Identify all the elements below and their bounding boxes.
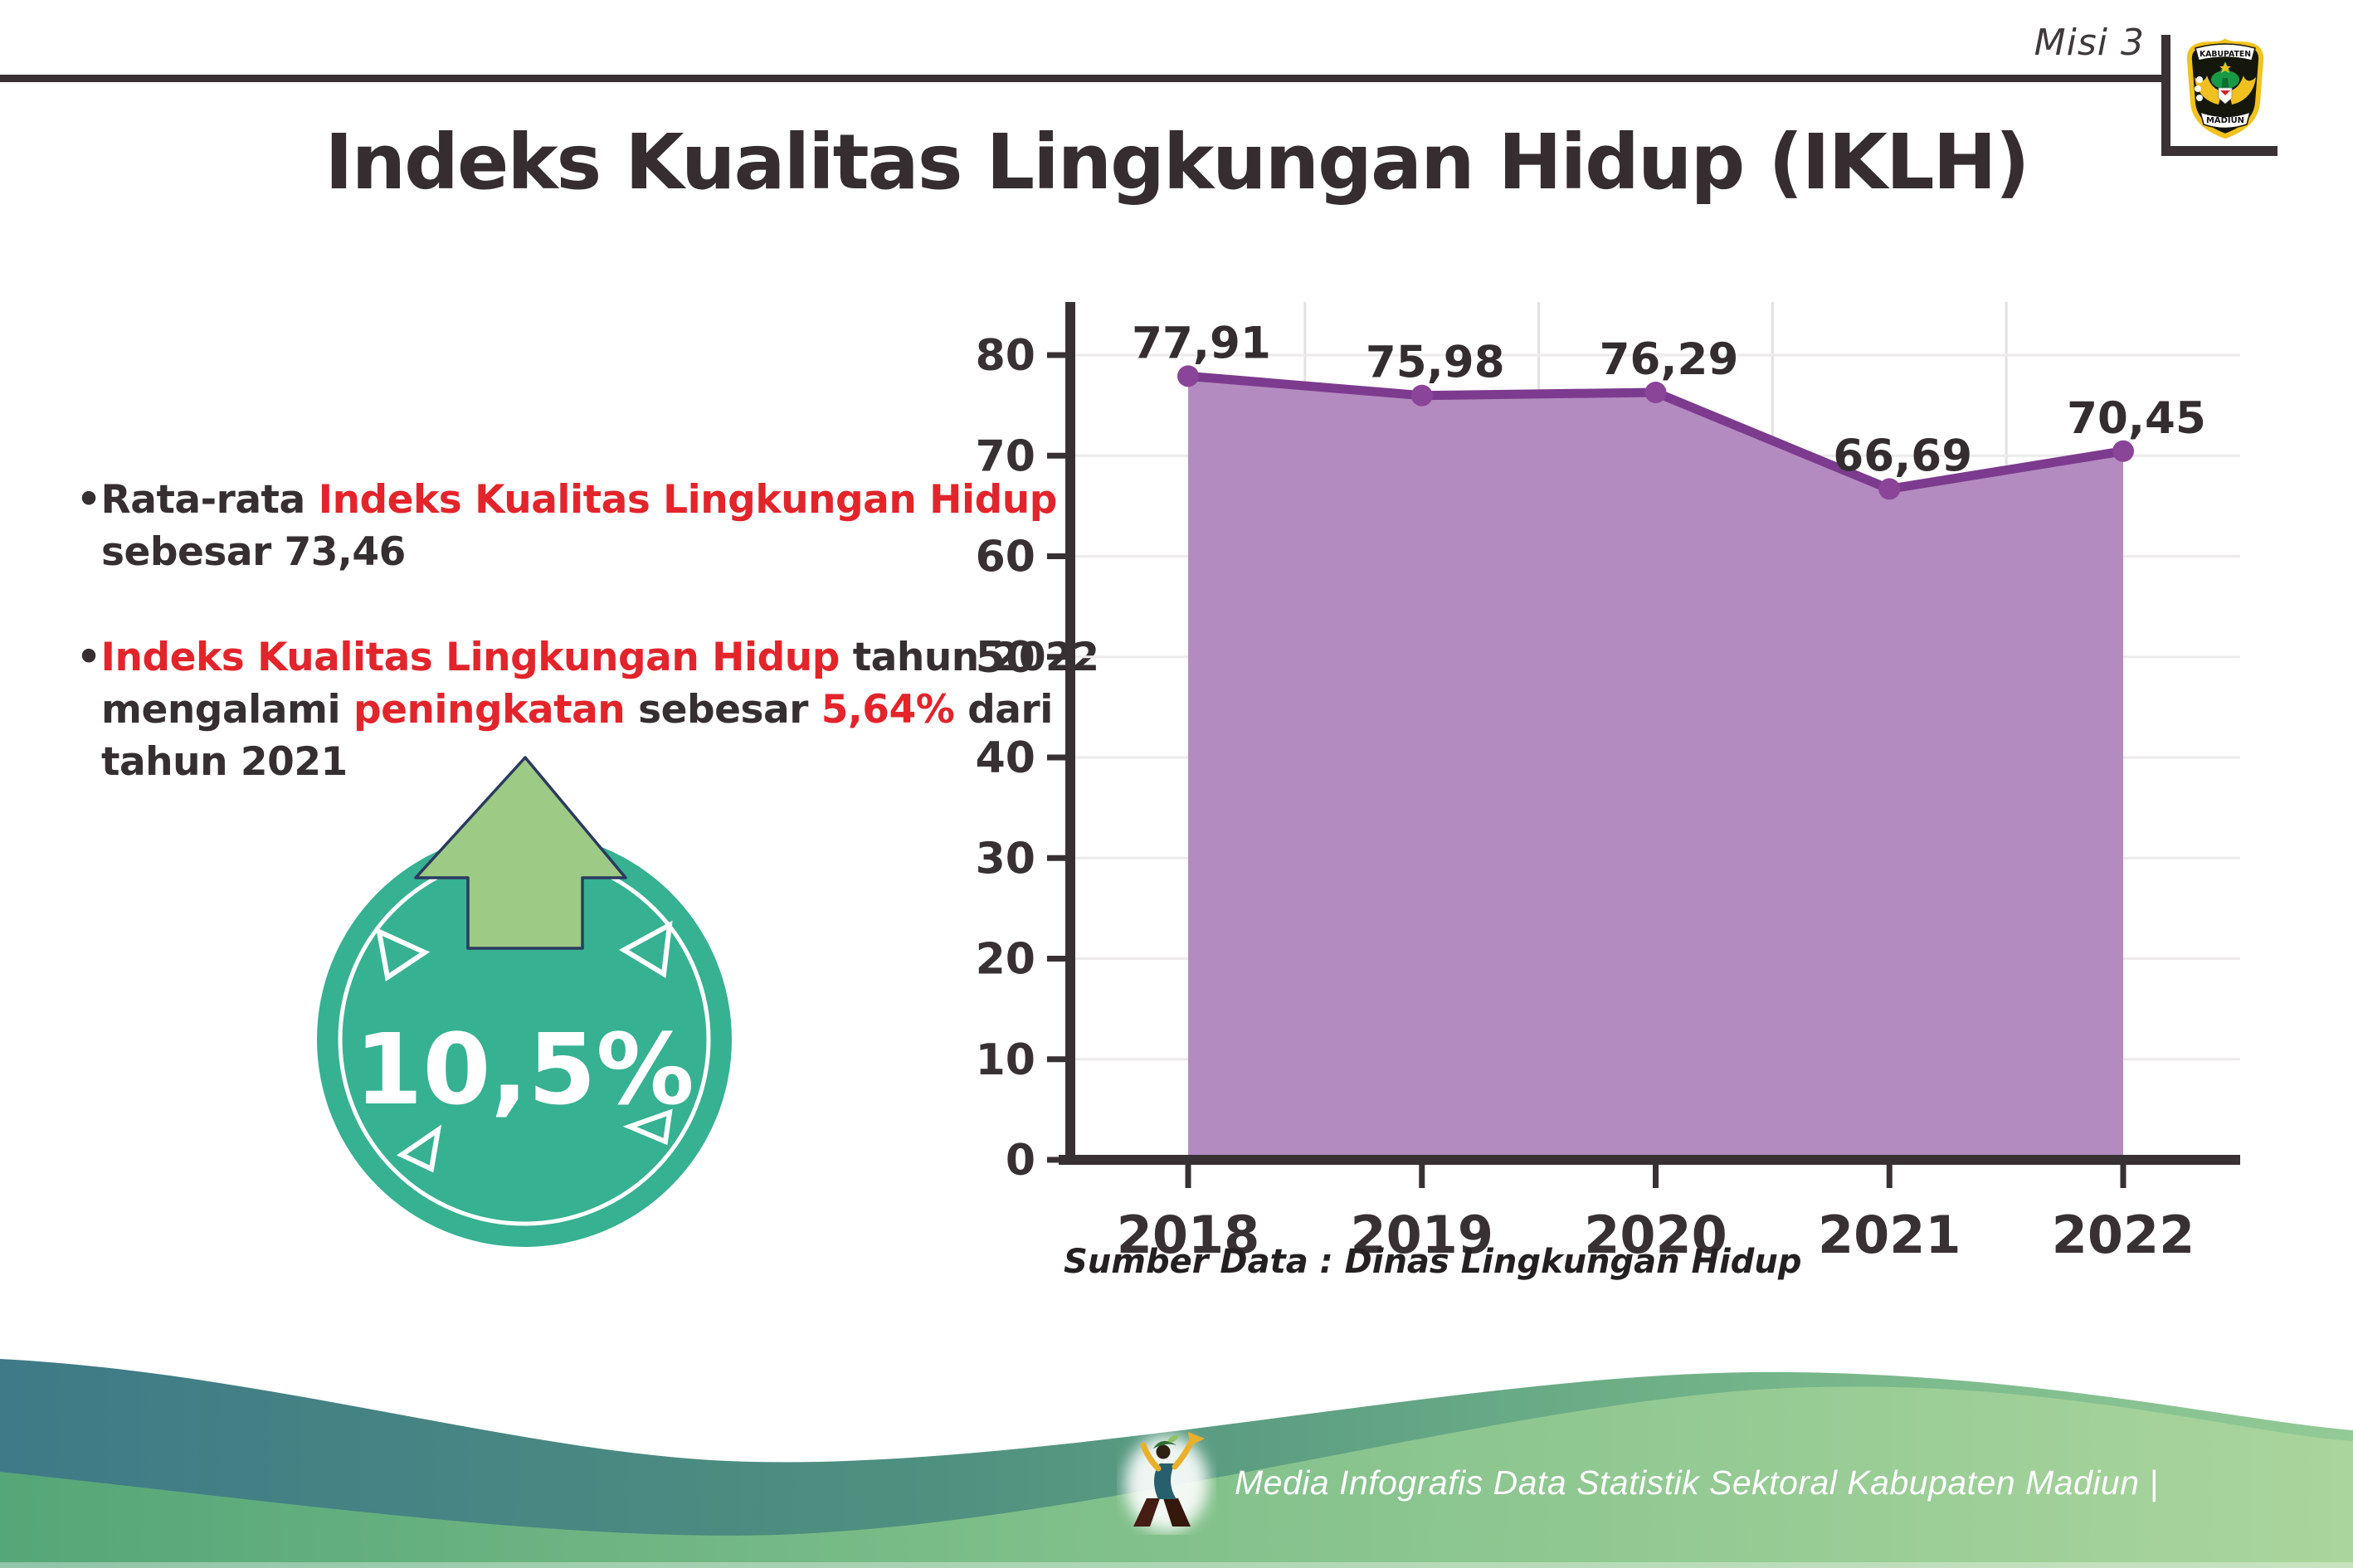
logo-bracket-vertical — [2161, 35, 2170, 156]
bullet-text-segment: mengalami — [101, 686, 353, 733]
mascot-arm-left — [1140, 1442, 1162, 1472]
mascot-leg-left — [1133, 1498, 1160, 1527]
data-point-marker — [1410, 384, 1433, 407]
data-point-marker — [1644, 381, 1667, 403]
y-axis-tick-label: 40 — [976, 733, 1035, 783]
data-value-label: 76,29 — [1600, 334, 1739, 385]
logo-text-top: KABUPATEN — [2200, 50, 2251, 59]
bullet-text-segment: 5,64% — [821, 686, 955, 733]
bullet-text-segment: sebesar 73,46 — [101, 528, 406, 575]
logo-cotton-icon — [2195, 85, 2201, 92]
data-value-label: 66,69 — [1833, 431, 1972, 481]
bullet-text-segment: dari — [954, 686, 1053, 733]
data-value-label: 77,91 — [1132, 318, 1271, 368]
mascot-beret — [1153, 1440, 1176, 1449]
iklh-chart: 0 10 20 30 40 50 60 70 80 2018 2019 2020 2021 2022 77,… — [976, 302, 2240, 1265]
mascot-leg-right — [1163, 1498, 1191, 1527]
source-note: Sumber Data : Dinas Lingkungan Hidup — [1064, 1243, 1802, 1281]
data-value-label: 70,45 — [2067, 393, 2206, 444]
kabupaten-madiun-logo: KABUPATEN MADIUN — [2186, 38, 2264, 139]
data-point-marker — [1878, 478, 1901, 500]
logo-bracket-horizontal — [2161, 146, 2277, 156]
y-axis-tick-label: 30 — [976, 834, 1035, 884]
wave-front-green — [0, 1386, 2353, 1568]
mascot-leaf-icon — [1167, 1434, 1179, 1443]
header-rule-line — [0, 75, 2161, 82]
y-axis-tick-label: 60 — [976, 533, 1035, 582]
mascot-head — [1156, 1444, 1171, 1459]
footer-caption: Media Infografis Data Statistik Sektoral… — [1235, 1463, 2159, 1502]
x-axis-category-label: 2019 — [1350, 1205, 1493, 1265]
y-axis-tick-label: 0 — [1006, 1136, 1035, 1186]
logo-banner-top — [2195, 43, 2256, 61]
bullet-text-segment: sebesar — [625, 686, 821, 733]
x-axis-category-label: 2020 — [1584, 1205, 1727, 1265]
bullet-item: •Rata-rata Indeks Kualitas Lingkungan Hi… — [76, 475, 1122, 579]
mascot-torso — [1154, 1463, 1176, 1499]
y-axis-tick-label: 50 — [976, 633, 1035, 683]
bullet-list: •Rata-rata Indeks Kualitas Lingkungan Hi… — [76, 475, 1122, 842]
page-title: Indeks Kualitas Lingkungan Hidup (IKLH) — [324, 118, 2029, 207]
bullet-text-segment: • — [76, 634, 101, 680]
bullet-item: •Indeks Kualitas Lingkungan Hidup tahun … — [76, 632, 1122, 789]
badge-sparkle-icon — [618, 920, 673, 978]
logo-banner-bottom — [2199, 110, 2252, 129]
logo-center-chevron-icon — [2220, 90, 2230, 95]
series-area — [1188, 376, 2123, 1160]
bullet-text-segment: Indeks Kualitas Lingkungan Hidup — [318, 477, 1058, 523]
x-axis-category-label: 2018 — [1117, 1205, 1260, 1265]
logo-text-bottom: MADIUN — [2206, 116, 2244, 125]
mascot-pennant-icon — [1188, 1432, 1205, 1446]
misi-label: Misi 3 — [2034, 22, 2145, 64]
data-point-marker — [2112, 440, 2134, 462]
bullet-text-segment: peningkatan — [353, 686, 626, 733]
logo-star-icon — [2219, 62, 2231, 73]
bullet-text-segment: •Rata-rata — [76, 477, 319, 523]
badge-value: 10,5% — [354, 1012, 694, 1127]
increase-badge: 10,5% — [317, 756, 732, 1247]
y-axis-tick-label: 70 — [976, 431, 1035, 481]
data-value-label: 75,98 — [1366, 338, 1505, 388]
y-axis-tick-label: 10 — [976, 1035, 1035, 1085]
badge-sparkle-icon — [622, 1108, 673, 1146]
bullet-text-segment: tahun 2021 — [101, 738, 348, 785]
logo-wing-right-icon — [2229, 75, 2256, 105]
badge-sparkle-icon — [376, 927, 431, 982]
logo-cotton-icon — [2196, 76, 2203, 83]
mascot-figure — [1125, 1432, 1208, 1531]
data-point-marker — [1177, 365, 1199, 387]
logo-cotton-icon — [2196, 95, 2203, 101]
y-axis-tick-label: 80 — [976, 331, 1035, 381]
logo-wing-left-icon — [2195, 75, 2222, 105]
up-arrow-icon — [414, 756, 627, 950]
x-axis-category-label: 2022 — [2052, 1205, 2195, 1265]
bullet-text-segment: Indeks Kualitas Lingkungan Hidup — [100, 634, 840, 680]
x-axis-category-label: 2021 — [1818, 1205, 1961, 1265]
wave-bottom-strip — [0, 1562, 2353, 1568]
badge-sparkle-icon — [396, 1124, 442, 1173]
y-axis-tick-label: 20 — [976, 935, 1035, 985]
